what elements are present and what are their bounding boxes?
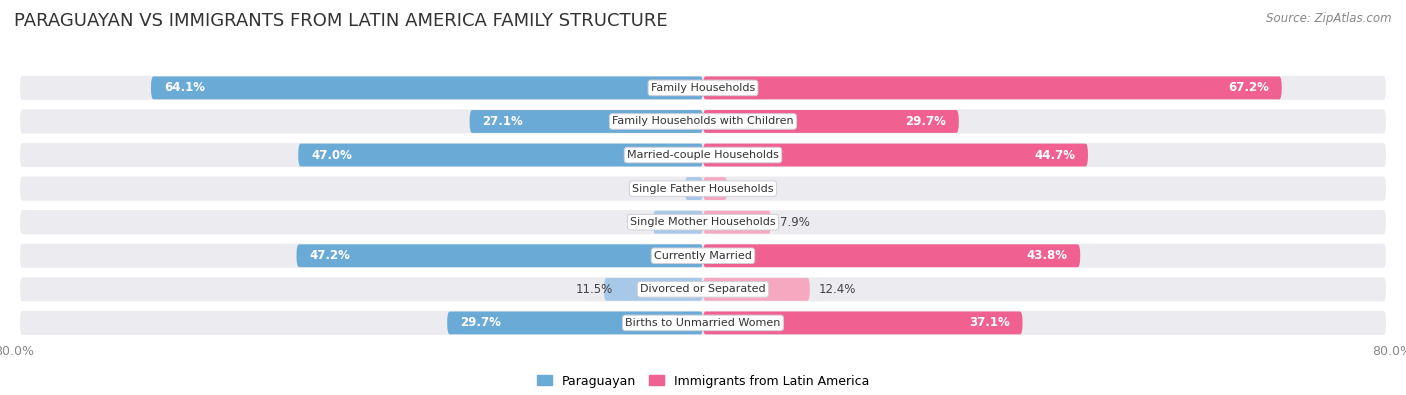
Legend: Paraguayan, Immigrants from Latin America: Paraguayan, Immigrants from Latin Americ… (531, 370, 875, 393)
FancyBboxPatch shape (605, 278, 703, 301)
Text: Births to Unmarried Women: Births to Unmarried Women (626, 318, 780, 328)
Text: PARAGUAYAN VS IMMIGRANTS FROM LATIN AMERICA FAMILY STRUCTURE: PARAGUAYAN VS IMMIGRANTS FROM LATIN AMER… (14, 12, 668, 30)
FancyBboxPatch shape (18, 242, 1388, 269)
Text: 47.0%: 47.0% (311, 149, 352, 162)
FancyBboxPatch shape (18, 141, 1388, 169)
FancyBboxPatch shape (703, 312, 1022, 334)
FancyBboxPatch shape (297, 245, 703, 267)
Text: 2.8%: 2.8% (735, 182, 765, 195)
Text: Divorced or Separated: Divorced or Separated (640, 284, 766, 294)
Text: 5.8%: 5.8% (633, 216, 662, 229)
Text: 27.1%: 27.1% (482, 115, 523, 128)
FancyBboxPatch shape (703, 245, 1080, 267)
FancyBboxPatch shape (703, 278, 810, 301)
Text: Single Father Households: Single Father Households (633, 184, 773, 194)
FancyBboxPatch shape (18, 209, 1388, 236)
Text: 12.4%: 12.4% (818, 283, 856, 296)
FancyBboxPatch shape (150, 77, 703, 99)
FancyBboxPatch shape (685, 177, 703, 200)
FancyBboxPatch shape (18, 309, 1388, 337)
Text: 44.7%: 44.7% (1033, 149, 1076, 162)
Text: 64.1%: 64.1% (165, 81, 205, 94)
Text: Single Mother Households: Single Mother Households (630, 217, 776, 227)
FancyBboxPatch shape (470, 110, 703, 133)
FancyBboxPatch shape (18, 74, 1388, 102)
Text: Family Households: Family Households (651, 83, 755, 93)
Text: 7.9%: 7.9% (780, 216, 810, 229)
Text: 47.2%: 47.2% (309, 249, 350, 262)
FancyBboxPatch shape (18, 175, 1388, 202)
Text: 29.7%: 29.7% (460, 316, 501, 329)
Text: 2.1%: 2.1% (664, 182, 693, 195)
Text: Currently Married: Currently Married (654, 251, 752, 261)
Text: 67.2%: 67.2% (1227, 81, 1268, 94)
Text: 43.8%: 43.8% (1026, 249, 1067, 262)
FancyBboxPatch shape (652, 211, 703, 233)
FancyBboxPatch shape (703, 77, 1282, 99)
Text: 29.7%: 29.7% (905, 115, 946, 128)
FancyBboxPatch shape (447, 312, 703, 334)
FancyBboxPatch shape (703, 144, 1088, 166)
Text: 11.5%: 11.5% (575, 283, 613, 296)
FancyBboxPatch shape (703, 110, 959, 133)
FancyBboxPatch shape (298, 144, 703, 166)
FancyBboxPatch shape (18, 276, 1388, 303)
Text: Family Households with Children: Family Households with Children (612, 117, 794, 126)
FancyBboxPatch shape (703, 211, 770, 233)
Text: Married-couple Households: Married-couple Households (627, 150, 779, 160)
FancyBboxPatch shape (18, 108, 1388, 135)
Text: Source: ZipAtlas.com: Source: ZipAtlas.com (1267, 12, 1392, 25)
FancyBboxPatch shape (703, 177, 727, 200)
Text: 37.1%: 37.1% (969, 316, 1010, 329)
